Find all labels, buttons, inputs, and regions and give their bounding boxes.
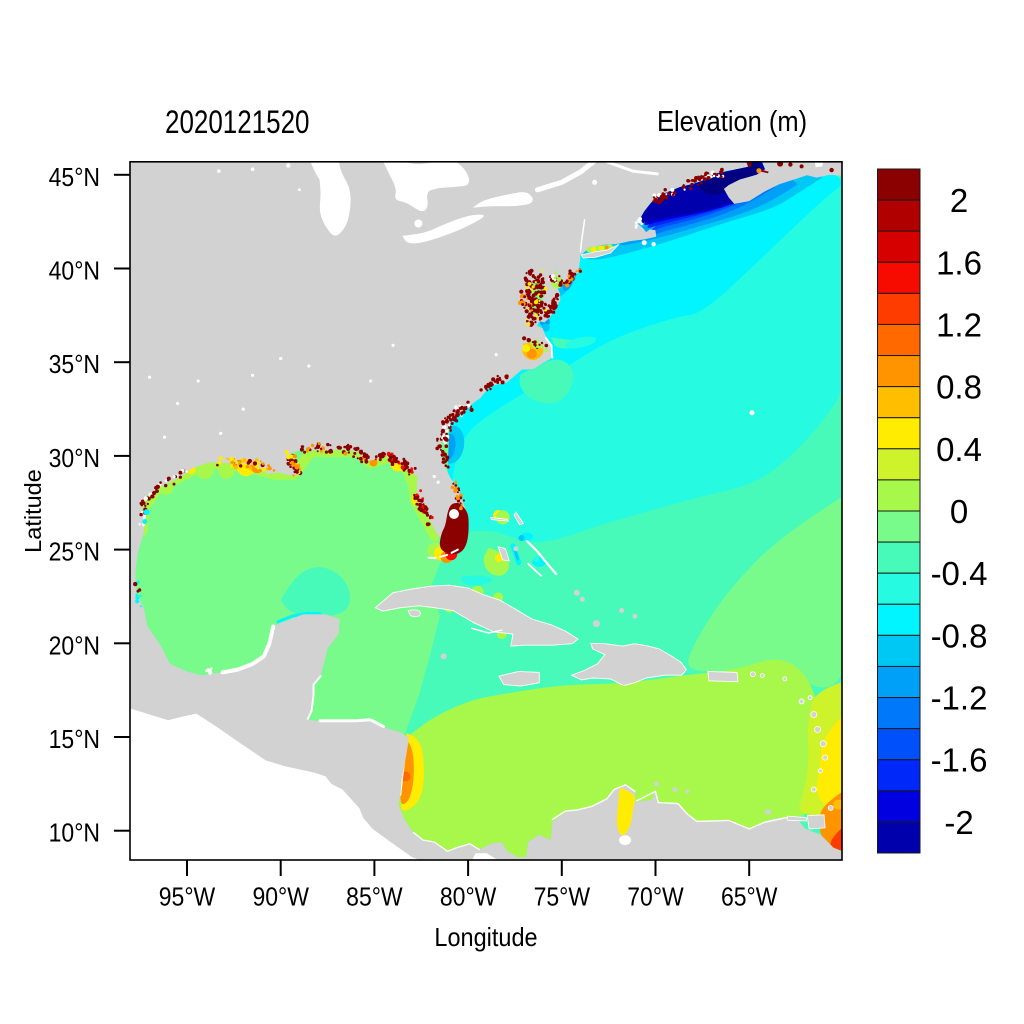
svg-text:1.2: 1.2 xyxy=(936,307,982,344)
svg-text:-0.4: -0.4 xyxy=(931,555,988,592)
svg-text:0.4: 0.4 xyxy=(936,431,982,468)
svg-text:Elevation (m): Elevation (m) xyxy=(657,105,807,138)
svg-text:90°W: 90°W xyxy=(252,883,308,911)
svg-text:-1.6: -1.6 xyxy=(931,742,988,779)
svg-text:-1.2: -1.2 xyxy=(931,680,988,717)
svg-text:65°W: 65°W xyxy=(721,883,777,911)
svg-text:30°N: 30°N xyxy=(49,445,100,473)
svg-text:1.6: 1.6 xyxy=(936,244,982,281)
svg-text:0.8: 0.8 xyxy=(936,369,982,406)
svg-text:Latitude: Latitude xyxy=(20,469,46,553)
svg-text:-0.8: -0.8 xyxy=(931,617,988,654)
svg-text:2020121520: 2020121520 xyxy=(165,104,309,140)
svg-text:2: 2 xyxy=(950,182,968,219)
svg-text:-2: -2 xyxy=(944,804,973,841)
svg-text:40°N: 40°N xyxy=(49,257,100,285)
svg-text:0: 0 xyxy=(950,493,968,530)
svg-text:10°N: 10°N xyxy=(49,820,100,848)
svg-text:20°N: 20°N xyxy=(49,632,100,660)
svg-text:45°N: 45°N xyxy=(49,164,100,192)
svg-text:70°W: 70°W xyxy=(627,883,683,911)
svg-text:75°W: 75°W xyxy=(534,883,590,911)
svg-text:Longitude: Longitude xyxy=(434,924,537,952)
svg-text:15°N: 15°N xyxy=(49,726,100,754)
svg-text:25°N: 25°N xyxy=(49,538,100,566)
svg-text:35°N: 35°N xyxy=(49,351,100,379)
svg-text:80°W: 80°W xyxy=(440,883,496,911)
svg-text:95°W: 95°W xyxy=(159,883,215,911)
svg-text:85°W: 85°W xyxy=(346,883,402,911)
